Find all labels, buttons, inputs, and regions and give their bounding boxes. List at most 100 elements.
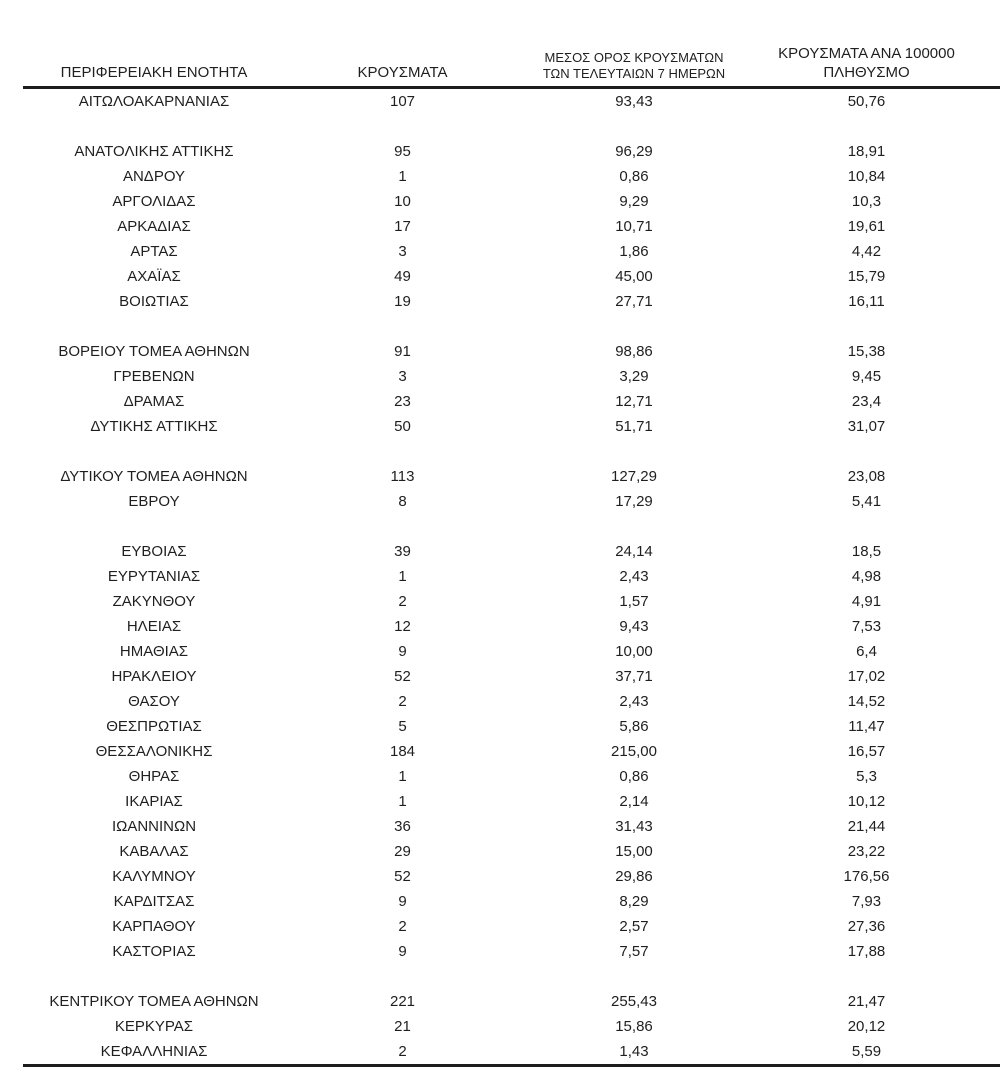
header-rule xyxy=(23,86,1000,89)
cell-cases: 1 xyxy=(398,168,407,185)
cell-7day-average: 7,57 xyxy=(619,943,649,960)
cell-regional-unit: ΕΒΡΟΥ xyxy=(128,493,180,510)
cell-7day-average: 93,43 xyxy=(615,93,653,110)
cell-cases-per-100k: 11,47 xyxy=(848,718,885,735)
cell-cases-per-100k: 4,91 xyxy=(851,593,882,610)
cell-7day-average: 1,86 xyxy=(619,243,649,260)
cell-cases: 2 xyxy=(398,918,407,935)
cell-cases-per-100k: 15,38 xyxy=(847,343,886,360)
cell-7day-average: 2,43 xyxy=(619,693,649,710)
cell-cases-per-100k: 10,12 xyxy=(847,793,886,810)
cell-7day-average: 29,86 xyxy=(615,868,653,885)
group-spacer xyxy=(23,314,1000,339)
table-row: ΚΕΝΤΡΙΚΟΥ ΤΟΜΕΑ ΑΘΗΝΩΝ 221 255,43 21,47 xyxy=(23,989,1000,1014)
cell-cases-per-100k: 5,3 xyxy=(856,768,877,785)
cell-cases: 9 xyxy=(398,643,407,660)
table-row: ΑΝΔΡΟΥ 1 0,86 10,84 xyxy=(23,164,1000,189)
cell-cases: 1 xyxy=(398,768,407,785)
cell-cases-per-100k: 16,57 xyxy=(847,743,886,760)
cell-cases-per-100k: 14,52 xyxy=(847,693,886,710)
cell-7day-average: 215,00 xyxy=(611,743,657,760)
table-row: ΚΕΦΑΛΛΗΝΙΑΣ 2 1,43 5,59 xyxy=(23,1039,1000,1064)
cell-7day-average: 12,71 xyxy=(615,393,653,410)
cell-regional-unit: ΔΡΑΜΑΣ xyxy=(123,393,185,410)
cell-7day-average: 24,14 xyxy=(615,543,653,560)
cell-7day-average: 96,29 xyxy=(615,143,653,160)
cell-regional-unit: ΑΡΤΑΣ xyxy=(130,243,178,260)
cell-regional-unit: ΚΕΡΚΥΡΑΣ xyxy=(114,1018,194,1035)
group-spacer xyxy=(23,114,1000,139)
table-header-row: ΠΕΡΙΦΕΡΕΙΑΚΗ ΕΝΟΤΗΤΑ ΚΡΟΥΣΜΑΤΑ ΜΕΣΟΣ ΟΡΟ… xyxy=(23,30,1000,86)
table-row: ΕΒΡΟΥ 8 17,29 5,41 xyxy=(23,489,1000,514)
cell-cases: 9 xyxy=(398,893,407,910)
cell-regional-unit: ΚΑΒΑΛΑΣ xyxy=(119,843,189,860)
cell-7day-average: 45,00 xyxy=(615,268,653,285)
cell-cases-per-100k: 4,98 xyxy=(851,568,882,585)
cell-cases-per-100k: 176,56 xyxy=(843,868,890,885)
cell-cases-per-100k: 15,79 xyxy=(847,268,886,285)
column-header-cases: ΚΡΟΥΣΜΑΤΑ xyxy=(357,63,448,81)
table-body: ΑΙΤΩΛΟΑΚΑΡΝΑΝΙΑΣ 107 93,43 50,76 ΑΝΑΤΟΛΙ… xyxy=(23,89,1000,1064)
cell-regional-unit: ΒΟΙΩΤΙΑΣ xyxy=(119,293,189,310)
cell-regional-unit: ΕΥΒΟΙΑΣ xyxy=(121,543,187,560)
group-spacer xyxy=(23,964,1000,989)
table-row: ΔΥΤΙΚΗΣ ΑΤΤΙΚΗΣ 50 51,71 31,07 xyxy=(23,414,1000,439)
cell-7day-average: 9,43 xyxy=(619,618,649,635)
cell-regional-unit: ΑΙΤΩΛΟΑΚΑΡΝΑΝΙΑΣ xyxy=(78,93,230,110)
cell-cases-per-100k: 7,93 xyxy=(851,893,882,910)
cell-cases: 2 xyxy=(398,693,407,710)
cell-regional-unit: ΙΩΑΝΝΙΝΩΝ xyxy=(111,818,197,835)
table-row: ΑΡΤΑΣ 3 1,86 4,42 xyxy=(23,239,1000,264)
table-row: ΙΩΑΝΝΙΝΩΝ 36 31,43 21,44 xyxy=(23,814,1000,839)
cell-7day-average: 37,71 xyxy=(615,668,653,685)
bottom-rule xyxy=(23,1064,1000,1067)
cell-cases: 1 xyxy=(398,793,407,810)
cell-regional-unit: ΚΑΣΤΟΡΙΑΣ xyxy=(112,943,196,960)
cell-7day-average: 1,43 xyxy=(619,1043,649,1060)
cell-cases-per-100k: 18,5 xyxy=(851,543,882,560)
table-row: ΘΑΣΟΥ 2 2,43 14,52 xyxy=(23,689,1000,714)
cell-regional-unit: ΚΕΝΤΡΙΚΟΥ ΤΟΜΕΑ ΑΘΗΝΩΝ xyxy=(49,993,259,1010)
group-spacer xyxy=(23,439,1000,464)
cell-cases: 49 xyxy=(394,268,411,285)
cell-7day-average: 2,57 xyxy=(619,918,649,935)
cell-regional-unit: ΚΑΡΔΙΤΣΑΣ xyxy=(113,893,195,910)
cell-regional-unit: ΑΡΚΑΔΙΑΣ xyxy=(117,218,191,235)
table-row: ΚΑΒΑΛΑΣ 29 15,00 23,22 xyxy=(23,839,1000,864)
table-row: ΗΛΕΙΑΣ 12 9,43 7,53 xyxy=(23,614,1000,639)
cell-cases-per-100k: 19,61 xyxy=(847,218,886,235)
table-row: ΘΗΡΑΣ 1 0,86 5,3 xyxy=(23,764,1000,789)
cell-cases-per-100k: 4,42 xyxy=(851,243,882,260)
cell-regional-unit: ΚΑΛΥΜΝΟΥ xyxy=(112,868,196,885)
cell-cases-per-100k: 21,44 xyxy=(847,818,886,835)
cell-regional-unit: ΘΕΣΣΑΛΟΝΙΚΗΣ xyxy=(95,743,213,760)
cell-regional-unit: ΖΑΚΥΝΘΟΥ xyxy=(112,593,196,610)
cell-cases-per-100k: 17,88 xyxy=(847,943,886,960)
table-row: ΕΥΡΥΤΑΝΙΑΣ 1 2,43 4,98 xyxy=(23,564,1000,589)
cell-cases-per-100k: 9,45 xyxy=(851,368,882,385)
regional-cases-table: ΠΕΡΙΦΕΡΕΙΑΚΗ ΕΝΟΤΗΤΑ ΚΡΟΥΣΜΑΤΑ ΜΕΣΟΣ ΟΡΟ… xyxy=(23,30,1000,1067)
cell-regional-unit: ΑΧΑΪΑΣ xyxy=(127,268,181,285)
cell-cases: 113 xyxy=(390,468,415,485)
cell-cases: 36 xyxy=(394,818,411,835)
column-header-cases-per-100k: ΚΡΟΥΣΜΑΤΑ ΑΝΑ 100000 ΠΛΗΘΥΣΜΟ xyxy=(748,45,985,82)
column-header-7day-average-line2: ΤΩΝ ΤΕΛΕΥΤΑΙΩΝ 7 ΗΜΕΡΩΝ xyxy=(542,66,726,82)
table-row: ΗΡΑΚΛΕΙΟΥ 52 37,71 17,02 xyxy=(23,664,1000,689)
cell-cases-per-100k: 5,59 xyxy=(851,1043,882,1060)
cell-cases: 52 xyxy=(394,668,411,685)
cell-cases: 19 xyxy=(394,293,411,310)
cell-7day-average: 15,00 xyxy=(615,843,653,860)
cell-regional-unit: ΗΡΑΚΛΕΙΟΥ xyxy=(111,668,197,685)
cell-cases: 5 xyxy=(398,718,407,735)
cell-7day-average: 9,29 xyxy=(619,193,649,210)
table-row: ΚΑΡΔΙΤΣΑΣ 9 8,29 7,93 xyxy=(23,889,1000,914)
cell-regional-unit: ΚΕΦΑΛΛΗΝΙΑΣ xyxy=(100,1043,208,1060)
table-row: ΔΡΑΜΑΣ 23 12,71 23,4 xyxy=(23,389,1000,414)
cell-cases-per-100k: 23,22 xyxy=(847,843,886,860)
cell-7day-average: 98,86 xyxy=(615,343,653,360)
cell-regional-unit: ΔΥΤΙΚΟΥ ΤΟΜΕΑ ΑΘΗΝΩΝ xyxy=(60,468,248,485)
table-row: ΚΑΣΤΟΡΙΑΣ 9 7,57 17,88 xyxy=(23,939,1000,964)
cell-cases-per-100k: 5,41 xyxy=(851,493,882,510)
cell-cases: 21 xyxy=(394,1018,411,1035)
